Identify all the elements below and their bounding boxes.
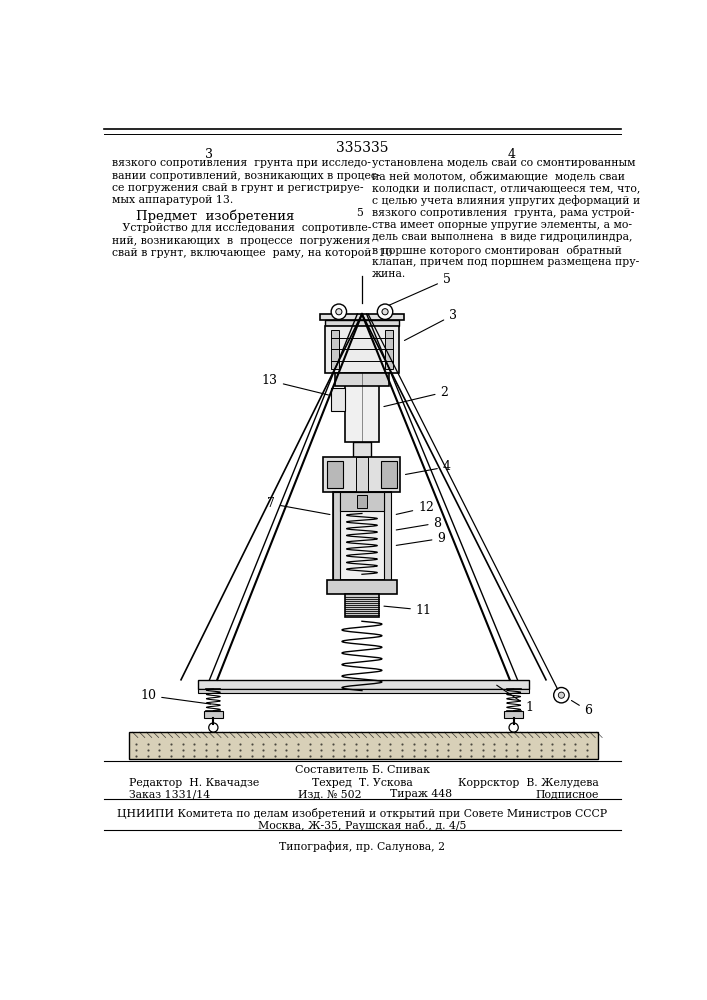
Text: 7: 7 bbox=[267, 497, 330, 515]
Text: 12: 12 bbox=[396, 501, 434, 514]
Text: 4: 4 bbox=[406, 460, 451, 474]
Bar bbox=[198, 689, 529, 693]
Bar bbox=[204, 711, 223, 718]
Text: Техред  Т. Ускова: Техред Т. Ускова bbox=[312, 778, 413, 788]
Text: 11: 11 bbox=[384, 604, 432, 617]
Text: дель сваи выполнена  в виде гидроцилиндра,: дель сваи выполнена в виде гидроцилиндра… bbox=[372, 232, 633, 242]
Bar bbox=[198, 680, 529, 689]
Text: 5: 5 bbox=[389, 273, 450, 305]
Bar bbox=[331, 330, 339, 369]
Text: с целью учета влияния упругих деформаций и: с целью учета влияния упругих деформаций… bbox=[372, 195, 641, 206]
Text: 6: 6 bbox=[571, 700, 592, 717]
Circle shape bbox=[382, 309, 388, 315]
Bar bbox=[129, 732, 598, 759]
Text: 3: 3 bbox=[206, 148, 214, 161]
Text: вязкого сопротивления  грунта при исследо-: вязкого сопротивления грунта при исследо… bbox=[112, 158, 370, 168]
Text: в поршне которого смонтирован  обратный: в поршне которого смонтирован обратный bbox=[372, 245, 622, 256]
Bar bbox=[333, 492, 391, 580]
Bar bbox=[325, 320, 399, 326]
Text: 4: 4 bbox=[508, 148, 516, 161]
Text: Коррсктор  В. Желудева: Коррсктор В. Желудева bbox=[457, 778, 598, 788]
Bar bbox=[381, 461, 397, 488]
Text: 9: 9 bbox=[396, 532, 445, 545]
Bar bbox=[345, 373, 379, 442]
Text: Москва, Ж-35, Раушская наб., д. 4/5: Москва, Ж-35, Раушская наб., д. 4/5 bbox=[258, 820, 467, 831]
Text: Редактор  Н. Квачадзе: Редактор Н. Квачадзе bbox=[129, 778, 259, 788]
Circle shape bbox=[509, 723, 518, 732]
Text: ЦНИИПИ Комитета по делам изобретений и открытий при Совете Министров СССР: ЦНИИПИ Комитета по делам изобретений и о… bbox=[117, 808, 607, 819]
Bar bbox=[333, 492, 340, 580]
Text: Составитель Б. Спивак: Составитель Б. Спивак bbox=[295, 765, 430, 775]
Circle shape bbox=[378, 304, 393, 319]
Circle shape bbox=[554, 687, 569, 703]
Circle shape bbox=[209, 723, 218, 732]
Circle shape bbox=[336, 309, 342, 315]
Text: 3: 3 bbox=[404, 309, 457, 340]
Bar bbox=[331, 388, 345, 411]
Bar bbox=[383, 492, 391, 580]
Text: вании сопротивлений, возникающих в процес-: вании сопротивлений, возникающих в проце… bbox=[112, 171, 380, 181]
Text: ний, возникающих  в  процессе  погружения: ний, возникающих в процессе погружения bbox=[112, 235, 370, 245]
Text: установлена модель сваи со смонтированным: установлена модель сваи со смонтированны… bbox=[372, 158, 636, 168]
Text: 1: 1 bbox=[497, 685, 533, 714]
Text: 2: 2 bbox=[384, 386, 448, 407]
Text: 5: 5 bbox=[356, 208, 363, 218]
Text: жина.: жина. bbox=[372, 269, 407, 279]
Bar bbox=[504, 711, 523, 718]
Bar bbox=[320, 314, 404, 320]
Bar bbox=[353, 442, 371, 457]
Text: Устройство для исследования  сопротивле-: Устройство для исследования сопротивле- bbox=[112, 223, 371, 233]
Text: Тираж 448: Тираж 448 bbox=[390, 789, 452, 799]
Bar bbox=[357, 495, 366, 508]
Text: се погружения свай в грунт и регистрируе-: се погружения свай в грунт и регистрируе… bbox=[112, 183, 363, 193]
Bar bbox=[325, 326, 399, 373]
Circle shape bbox=[331, 304, 346, 319]
Text: 8: 8 bbox=[396, 517, 442, 530]
Bar bbox=[324, 457, 400, 492]
Text: вязкого сопротивления  грунта, рама устрой-: вязкого сопротивления грунта, рама устро… bbox=[372, 208, 634, 218]
Bar bbox=[327, 580, 397, 594]
Bar bbox=[345, 594, 379, 617]
Bar bbox=[335, 373, 389, 386]
Text: Изд. № 502: Изд. № 502 bbox=[298, 789, 362, 799]
Bar bbox=[385, 330, 393, 369]
Bar bbox=[327, 461, 343, 488]
Text: колодки и полиспаст, отличающееся тем, что,: колодки и полиспаст, отличающееся тем, ч… bbox=[372, 183, 641, 193]
Text: 10: 10 bbox=[140, 689, 211, 704]
Text: на ней молотом, обжимающие  модель сваи: на ней молотом, обжимающие модель сваи bbox=[372, 171, 625, 182]
Text: Предмет  изобретения: Предмет изобретения bbox=[136, 209, 295, 223]
Text: мых аппаратурой 13.: мых аппаратурой 13. bbox=[112, 195, 233, 205]
Text: 335335: 335335 bbox=[336, 141, 389, 155]
Text: 13: 13 bbox=[262, 374, 329, 395]
Text: Подписное: Подписное bbox=[535, 789, 598, 799]
Text: клапан, причем под поршнем размещена пру-: клапан, причем под поршнем размещена пру… bbox=[372, 257, 639, 267]
Text: свай в грунт, включающее  раму, на которой  10: свай в грунт, включающее раму, на которо… bbox=[112, 248, 392, 258]
Text: Заказ 1331/14: Заказ 1331/14 bbox=[129, 789, 210, 799]
Text: ства имеет опорные упругие элементы, а мо-: ства имеет опорные упругие элементы, а м… bbox=[372, 220, 632, 230]
Bar bbox=[340, 492, 383, 511]
Circle shape bbox=[559, 692, 564, 698]
Text: Типография, пр. Салунова, 2: Типография, пр. Салунова, 2 bbox=[279, 841, 445, 852]
Bar bbox=[356, 457, 368, 492]
